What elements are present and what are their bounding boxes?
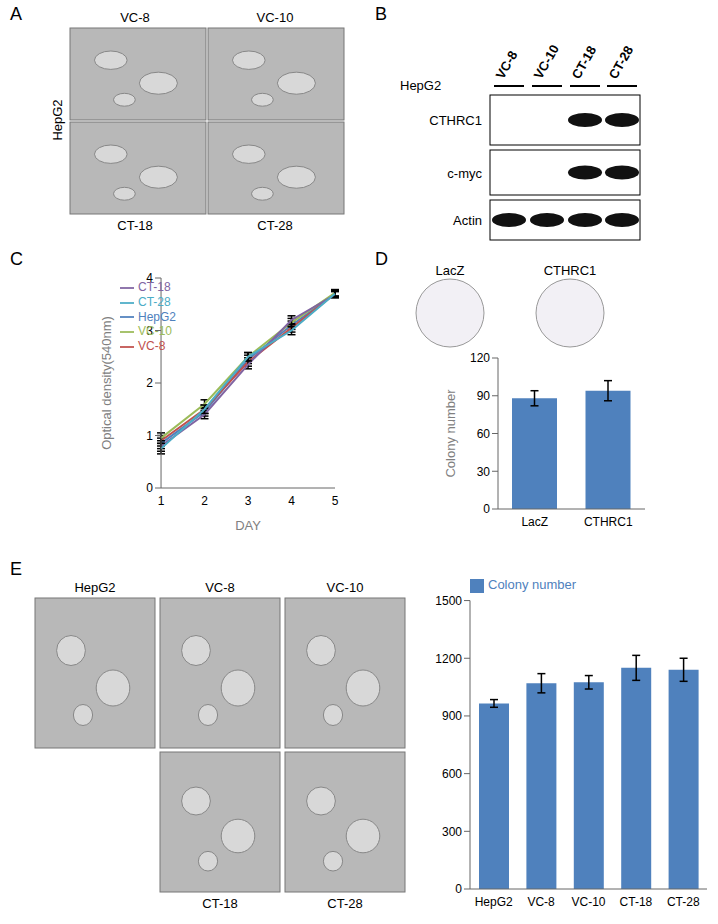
svg-text:VC-10: VC-10 [327,580,364,595]
svg-text:5: 5 [332,494,339,508]
svg-text:LacZ: LacZ [521,515,548,529]
svg-text:1: 1 [158,494,165,508]
svg-text:CT-28: CT-28 [606,43,637,81]
svg-text:1500: 1500 [435,594,462,608]
svg-text:Optical density(540nm): Optical density(540nm) [99,316,114,450]
svg-text:c-myc: c-myc [447,166,482,181]
svg-text:C: C [10,249,23,269]
svg-text:300: 300 [442,825,462,839]
svg-text:D: D [375,249,388,269]
svg-text:0: 0 [455,882,462,896]
svg-text:CTHRC1: CTHRC1 [584,515,633,529]
svg-text:CT-18: CT-18 [202,896,237,911]
svg-text:HepG2: HepG2 [50,99,65,140]
svg-text:3: 3 [146,324,153,338]
svg-text:VC-10: VC-10 [531,42,562,81]
svg-text:600: 600 [442,767,462,781]
svg-text:VC-10: VC-10 [571,895,605,909]
svg-text:4: 4 [146,271,153,285]
svg-text:2: 2 [201,494,208,508]
svg-text:E: E [10,559,22,579]
svg-text:Actin: Actin [453,213,482,228]
svg-text:60: 60 [477,427,491,441]
svg-text:CT-28: CT-28 [257,218,292,233]
svg-text:2: 2 [146,376,153,390]
svg-text:120: 120 [470,351,490,365]
svg-text:0: 0 [146,481,153,495]
svg-text:1200: 1200 [435,652,462,666]
svg-text:HepG2: HepG2 [74,580,115,595]
svg-text:DAY: DAY [235,518,261,533]
svg-text:HepG2: HepG2 [475,895,513,909]
svg-text:HepG2: HepG2 [400,78,441,93]
svg-text:CTHRC1: CTHRC1 [429,113,482,128]
svg-text:LacZ: LacZ [436,263,465,278]
svg-text:VC-8: VC-8 [120,10,150,25]
svg-text:90: 90 [477,389,491,403]
svg-text:VC-8: VC-8 [205,580,235,595]
svg-text:VC-10: VC-10 [257,10,294,25]
svg-text:Colony number: Colony number [443,389,458,478]
svg-text:A: A [10,4,22,24]
svg-text:B: B [375,4,387,24]
svg-text:CTHRC1: CTHRC1 [544,263,597,278]
svg-text:4: 4 [288,494,295,508]
svg-text:VC-8: VC-8 [527,895,555,909]
svg-text:30: 30 [477,465,491,479]
svg-text:CT-18: CT-18 [620,895,653,909]
svg-text:900: 900 [442,709,462,723]
svg-text:3: 3 [245,494,252,508]
svg-text:1: 1 [146,429,153,443]
svg-text:CT-28: CT-28 [667,895,700,909]
svg-text:0: 0 [483,502,490,516]
svg-text:CT-28: CT-28 [327,896,362,911]
svg-text:CT-18: CT-18 [117,218,152,233]
svg-text:VC-8: VC-8 [493,48,521,81]
svg-text:CT-18: CT-18 [569,43,600,81]
